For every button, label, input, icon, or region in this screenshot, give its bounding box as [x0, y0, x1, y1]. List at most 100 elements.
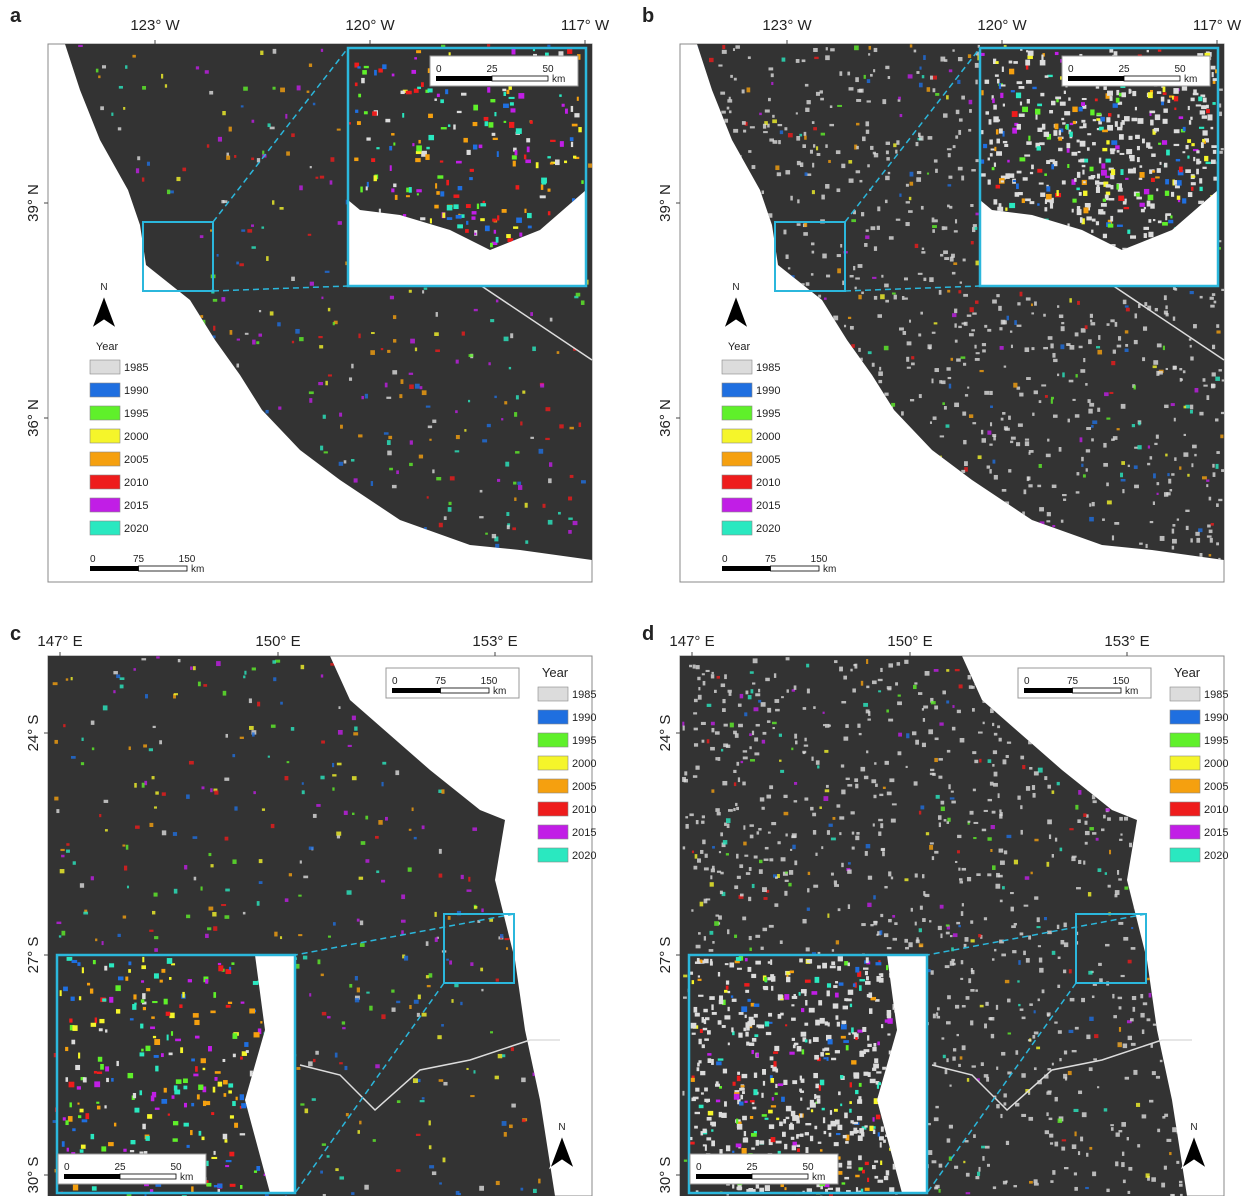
speckle [422, 1013, 427, 1017]
speckle [316, 804, 320, 807]
speckle [1078, 151, 1081, 153]
speckle [896, 140, 899, 145]
speckle [1195, 532, 1199, 536]
speckle [888, 871, 891, 876]
speckle [812, 190, 815, 194]
speckle [1026, 141, 1031, 145]
speckle [392, 1007, 396, 1011]
speckle [1216, 324, 1219, 328]
speckle [484, 117, 489, 121]
speckle [939, 822, 941, 827]
speckle [874, 246, 877, 251]
speckle [1134, 447, 1138, 449]
speckle [1110, 319, 1114, 322]
speckle [291, 727, 294, 731]
speckle [502, 1054, 505, 1057]
speckle [975, 63, 979, 68]
speckle [1100, 117, 1104, 122]
speckle [1017, 171, 1022, 174]
speckle [1191, 182, 1196, 185]
speckle [985, 80, 990, 84]
speckle [229, 127, 232, 132]
speckle [783, 795, 787, 798]
speckle [420, 386, 423, 389]
speckle [905, 947, 909, 949]
speckle [59, 935, 61, 937]
speckle [1047, 512, 1051, 516]
speckle [1221, 148, 1224, 150]
speckle [513, 482, 516, 485]
speckle [736, 762, 739, 766]
speckle [947, 1138, 951, 1142]
speckle [494, 112, 496, 116]
speckle [1077, 209, 1082, 215]
speckle [401, 379, 404, 384]
speckle [243, 912, 246, 915]
speckle [375, 1064, 379, 1068]
speckle [1103, 463, 1108, 467]
speckle [1151, 178, 1155, 182]
speckle [513, 161, 516, 167]
speckle [122, 844, 125, 846]
speckle [1122, 120, 1125, 125]
speckle [568, 530, 572, 534]
speckle [1043, 347, 1048, 349]
speckle [422, 390, 427, 395]
speckle [739, 864, 743, 868]
speckle [1027, 99, 1030, 104]
speckle [436, 477, 441, 480]
speckle [456, 1191, 460, 1195]
speckle [1039, 182, 1044, 184]
speckle [1098, 868, 1102, 872]
speckle [915, 244, 919, 248]
legend-swatch [722, 360, 752, 374]
speckle [207, 144, 209, 147]
speckle [1184, 406, 1187, 409]
speckle [728, 690, 732, 693]
speckle [1101, 163, 1105, 168]
speckle [448, 124, 450, 126]
speckle [920, 312, 923, 315]
speckle [992, 434, 996, 437]
speckle [970, 920, 973, 923]
legend-label: 2000 [572, 758, 596, 770]
figure: a123° W120° W117° W39° N36° N075150km025… [0, 0, 1245, 1196]
speckle [1118, 196, 1124, 201]
speckle [376, 870, 379, 873]
speckle [470, 962, 473, 966]
speckle [432, 420, 436, 423]
legend-title: Year [96, 341, 119, 353]
speckle [270, 311, 274, 315]
speckle [954, 403, 959, 407]
speckle [792, 845, 795, 849]
speckle [1011, 345, 1013, 348]
speckle [841, 764, 844, 767]
speckle [409, 373, 413, 375]
speckle [1015, 1050, 1018, 1055]
speckle [588, 163, 592, 167]
speckle [961, 96, 965, 100]
speckle [1078, 860, 1081, 864]
speckle [96, 1102, 99, 1104]
speckle [507, 90, 510, 94]
speckle [101, 1146, 106, 1151]
speckle [1203, 98, 1207, 103]
speckle [945, 965, 950, 968]
speckle [904, 939, 908, 943]
speckle [1196, 104, 1201, 106]
speckle [1134, 465, 1138, 469]
speckle [72, 960, 78, 963]
speckle [784, 891, 787, 896]
speckle [901, 411, 904, 415]
speckle [479, 516, 483, 518]
speckle [736, 807, 739, 810]
scale-bar [771, 566, 820, 571]
speckle [1088, 339, 1092, 344]
speckle [415, 384, 420, 389]
speckle [1088, 399, 1091, 403]
speckle [310, 166, 312, 168]
speckle [1193, 324, 1197, 328]
speckle [83, 912, 88, 915]
speckle [782, 58, 786, 62]
speckle [1037, 104, 1042, 107]
